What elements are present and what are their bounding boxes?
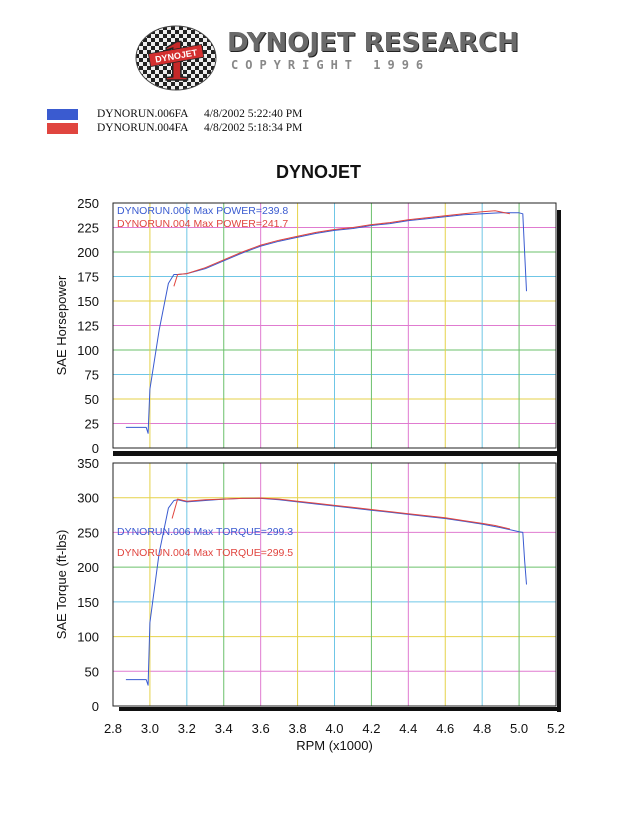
series-line-dynorun-004 [173, 210, 510, 287]
x-tick-label: 4.0 [325, 721, 343, 736]
legend-entry: DYNORUN.006 Max TORQUE=299.3 [117, 526, 293, 538]
y-tick-label: 150 [77, 595, 99, 610]
y-tick-label: 75 [85, 368, 99, 383]
y-tick-label: 50 [85, 392, 99, 407]
chart-title: DYNOJET [275, 162, 362, 182]
x-tick-label: 3.8 [289, 721, 307, 736]
x-tick-label: 3.6 [252, 721, 270, 736]
run-name: DYNORUN.004FA [97, 122, 189, 134]
y-axis-label: SAE Horsepower [54, 275, 69, 375]
y-tick-label: 50 [85, 664, 99, 679]
run-datetime: 4/8/2002 5:22:40 PM [204, 108, 303, 120]
x-axis-label: RPM (x1000) [296, 738, 373, 753]
y-tick-label: 250 [77, 196, 99, 211]
run-datetime: 4/8/2002 5:18:34 PM [204, 122, 303, 134]
panel-separator [113, 451, 560, 456]
x-tick-label: 4.2 [362, 721, 380, 736]
frame-shadow-bottom [119, 707, 561, 711]
y-tick-label: 250 [77, 525, 99, 540]
x-tick-label: 3.0 [141, 721, 159, 736]
frame-shadow-right [557, 210, 561, 712]
x-tick-label: 4.8 [473, 721, 491, 736]
dynojet-logo: 1 DYNOJET DYNOJET RESEARCH COPYRIGHT 199… [135, 22, 519, 92]
run-swatch-blue [47, 109, 78, 120]
legend-entry: DYNORUN.004 Max TORQUE=299.5 [117, 547, 293, 559]
series-line-dynorun-006 [125, 212, 527, 434]
run-name: DYNORUN.006FA [97, 108, 189, 120]
x-tick-label: 5.0 [510, 721, 528, 736]
y-tick-label: 100 [77, 630, 99, 645]
y-tick-label: 350 [77, 456, 99, 471]
series-line-dynorun-006 [125, 497, 527, 686]
y-tick-label: 225 [77, 221, 99, 236]
x-tick-label: 5.2 [547, 721, 565, 736]
y-tick-label: 125 [77, 319, 99, 334]
x-tick-label: 4.6 [436, 721, 454, 736]
y-tick-label: 150 [77, 294, 99, 309]
checkered-flag-badge-icon: 1 DYNOJET [135, 25, 217, 92]
plot-frame [112, 202, 557, 449]
y-axis-label: SAE Torque (ft-lbs) [54, 530, 69, 640]
y-tick-label: 175 [77, 270, 99, 285]
legend-entry: DYNORUN.004 Max POWER=241.7 [117, 218, 288, 230]
y-tick-label: 25 [85, 417, 99, 432]
y-tick-label: 200 [77, 560, 99, 575]
y-tick-label: 0 [92, 699, 99, 714]
run-swatch-red [47, 123, 78, 134]
x-tick-label: 3.4 [215, 721, 233, 736]
logo-title: DYNOJET RESEARCH [227, 28, 519, 58]
x-tick-label: 3.2 [178, 721, 196, 736]
x-tick-label: 2.8 [104, 721, 122, 736]
x-tick-label: 4.4 [399, 721, 417, 736]
series-line-dynorun-004 [171, 497, 511, 530]
logo-subtitle: COPYRIGHT 1996 [231, 58, 431, 72]
y-tick-label: 0 [92, 441, 99, 456]
y-tick-label: 200 [77, 245, 99, 260]
y-tick-label: 300 [77, 491, 99, 506]
plot-frame [112, 462, 557, 707]
legend-entry: DYNORUN.006 Max POWER=239.8 [117, 205, 288, 217]
y-tick-label: 100 [77, 343, 99, 358]
